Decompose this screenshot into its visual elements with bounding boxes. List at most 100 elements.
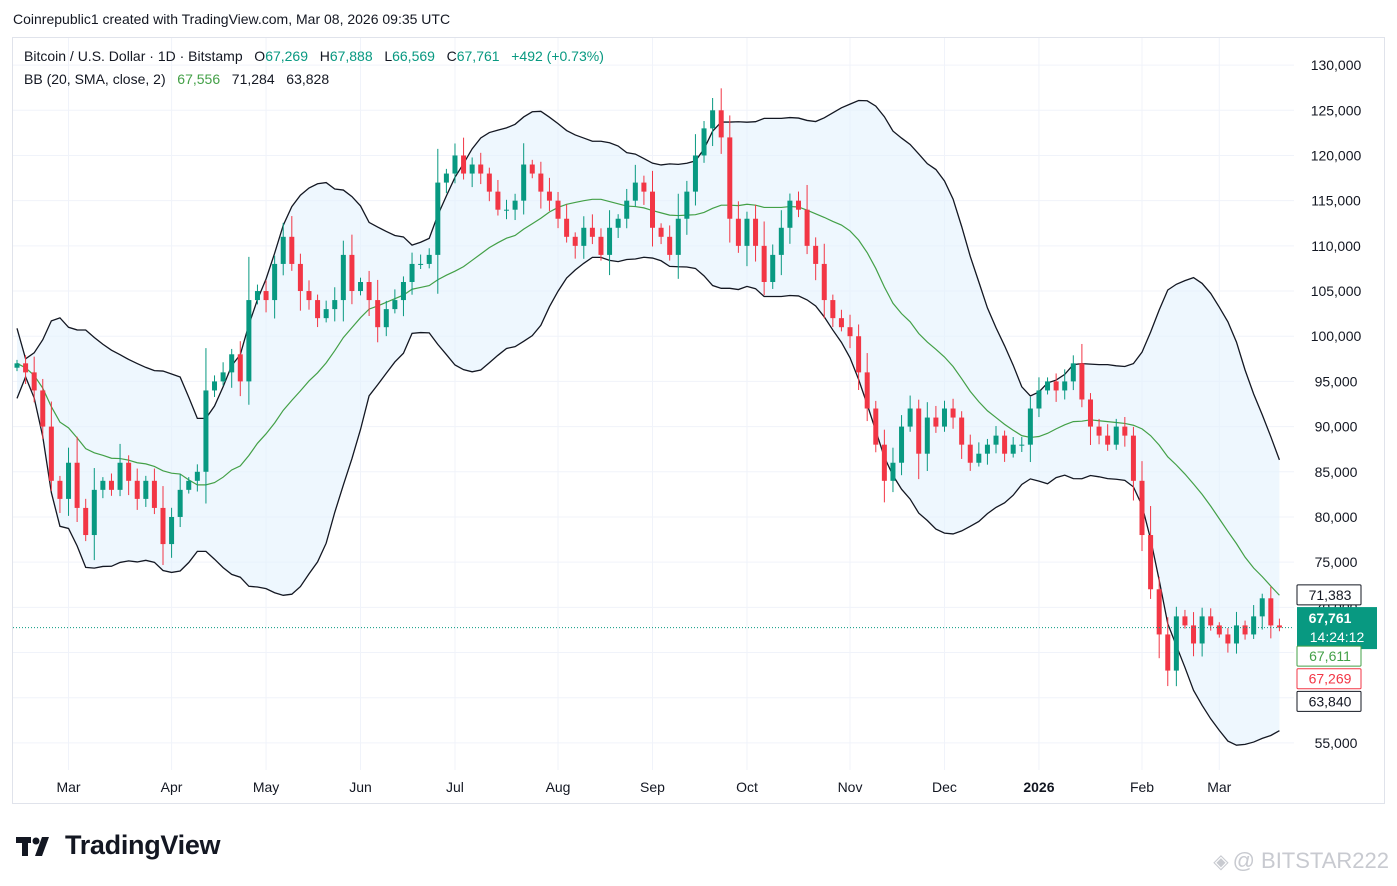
candle-body <box>100 480 106 490</box>
basis-label: 67,611 <box>1309 648 1351 664</box>
candle-body <box>710 110 716 129</box>
y-tick-label: 110,000 <box>1311 238 1361 254</box>
candle-body <box>1182 616 1188 626</box>
candle-body <box>933 417 939 427</box>
candle-body <box>1045 381 1051 391</box>
legend-bb-upper: 71,284 <box>231 71 275 87</box>
candle-body <box>1002 435 1008 454</box>
candle-body <box>435 182 441 255</box>
candle-body <box>564 218 570 237</box>
candle-body <box>1156 589 1162 635</box>
candle-body <box>375 300 381 328</box>
candle-body <box>1139 480 1145 536</box>
candle-body <box>735 218 741 246</box>
candle-body <box>950 408 956 418</box>
x-tick-label: Sep <box>640 779 665 795</box>
legend-o-label: O <box>254 48 266 64</box>
tradingview-logo-icon <box>16 836 49 856</box>
candle-body <box>194 471 200 481</box>
y-tick-label: 125,000 <box>1311 102 1362 118</box>
basis-label-box <box>1296 645 1362 667</box>
y-tick-label: 85,000 <box>1315 464 1358 480</box>
candle-body <box>426 254 432 264</box>
candle-body <box>280 236 286 264</box>
candle-body <box>169 516 175 545</box>
candle-body <box>323 309 329 319</box>
candle-body <box>160 507 166 545</box>
candle-body <box>916 408 922 454</box>
candle-body <box>143 480 149 499</box>
lower-band-label-box <box>1296 690 1362 712</box>
candle-body <box>1233 625 1239 644</box>
candle-body <box>959 417 965 445</box>
bb-upper-line <box>16 99 1281 461</box>
x-tick-label: Dec <box>932 779 957 795</box>
candle-body <box>804 209 810 246</box>
x-tick-label: Apr <box>161 779 183 795</box>
candle-body <box>349 254 355 292</box>
candle-body <box>186 480 192 490</box>
candle-body <box>770 254 776 282</box>
candle-body <box>14 363 20 368</box>
candle-body <box>856 336 862 373</box>
candle-body <box>306 291 312 301</box>
candle-body <box>546 191 552 201</box>
candle-body <box>658 227 664 237</box>
candle-body <box>340 254 346 301</box>
legend-symbol: Bitcoin / U.S. Dollar · 1D · Bitstamp <box>24 48 243 64</box>
legend-bb-lower: 63,828 <box>286 71 330 87</box>
candle-body <box>1276 625 1282 628</box>
candle-body <box>263 291 269 301</box>
candle-body <box>744 218 750 246</box>
candle-body <box>74 462 80 508</box>
candle-body <box>624 200 630 219</box>
tradingview-logo[interactable]: TradingView <box>15 830 221 861</box>
candle-body <box>1122 426 1128 436</box>
legend-close: 67,761 <box>456 48 500 64</box>
x-tick-label: Aug <box>546 779 571 795</box>
candle-body <box>924 417 930 454</box>
upper-band-label-box <box>1296 584 1362 606</box>
watermark: ◈ @ BITSTAR222 <box>1213 848 1389 874</box>
legend-open: 67,269 <box>265 48 309 64</box>
candle-body <box>1105 435 1111 445</box>
candle-body <box>1087 399 1093 427</box>
candle-body <box>847 327 853 337</box>
chart-frame[interactable] <box>12 37 1385 804</box>
candle-body <box>383 309 389 328</box>
candle-body <box>701 128 707 156</box>
candles <box>14 88 1282 687</box>
candle-body <box>890 462 896 481</box>
last-price-box <box>1297 607 1377 650</box>
x-tick-label: Oct <box>736 779 758 795</box>
x-tick-label: May <box>253 779 279 795</box>
candle-body <box>873 408 879 445</box>
upper-band-label: 71,383 <box>1309 587 1352 603</box>
countdown-label: 14:24:12 <box>1310 629 1365 645</box>
candle-body <box>66 462 72 499</box>
open-label: 67,269 <box>1309 671 1352 687</box>
bb-fill <box>17 100 1280 746</box>
legend-low: 66,569 <box>392 48 435 64</box>
candle-body <box>254 291 260 301</box>
legend-l-label: L <box>384 48 393 64</box>
bb-basis-line <box>16 198 1280 596</box>
candle-body <box>478 164 484 174</box>
candle-body <box>795 200 801 210</box>
candle-body <box>1242 625 1248 635</box>
y-tick-label: 120,000 <box>1311 147 1362 163</box>
y-tick-label: 100,000 <box>1311 328 1362 344</box>
candle-body <box>753 218 759 246</box>
candle-body <box>1010 444 1016 454</box>
candle-body <box>91 489 97 536</box>
legend-h-label: H <box>319 48 330 64</box>
candle-body <box>1079 363 1085 400</box>
legend-c-label: C <box>446 48 457 64</box>
candle-body <box>1027 408 1033 445</box>
candle-body <box>555 200 561 219</box>
x-tick-label: Feb <box>1130 779 1154 795</box>
candle-body <box>1191 625 1197 644</box>
candle-body <box>1208 616 1214 626</box>
legend-bb-label: BB (20, SMA, close, 2) <box>24 71 166 87</box>
